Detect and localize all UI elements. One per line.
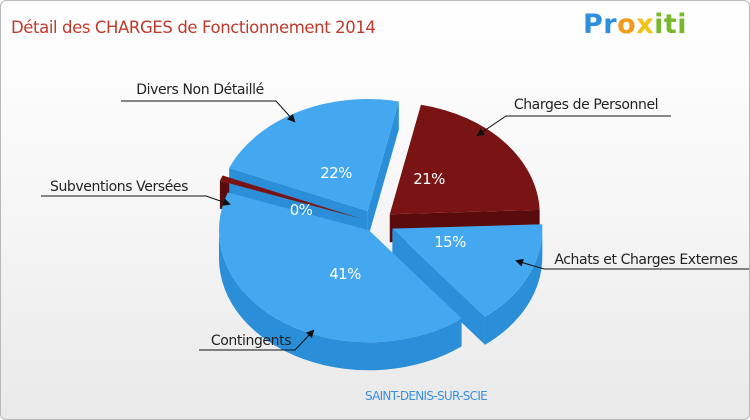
leader-line: [199, 329, 315, 351]
pie-percent-label: 15%: [434, 233, 466, 251]
leader-line: [41, 195, 231, 206]
pie-leader-lines: [41, 100, 749, 351]
leader-line: [121, 100, 296, 123]
pie-slice-achats-et-charges-externes: [392, 224, 543, 317]
slice-label: Achats et Charges Externes: [554, 252, 737, 268]
logo-part-x: x: [636, 9, 655, 40]
chart-subtitle: SAINT-DENIS-SUR-SCIE: [365, 389, 487, 403]
pie-percent-label: 41%: [329, 265, 361, 283]
logo-part-pr: Pr: [582, 9, 618, 40]
pie-slice-subventions-vers-es: [219, 175, 362, 219]
pie-tops: [218, 99, 543, 343]
pie-wall-4-1: [367, 101, 399, 240]
leader-line: [515, 258, 749, 270]
pie-slice-contingents: [218, 192, 462, 343]
chart-title: Détail des CHARGES de Fonctionnement 201…: [11, 18, 376, 37]
pie-slice-labels: Charges de Personnel Achats et Charges Ex…: [50, 82, 738, 349]
logo-part-o: o: [617, 9, 637, 40]
slice-label: Subventions Versées: [50, 179, 188, 195]
leader-line: [476, 115, 671, 137]
logo-part-iti: iti: [654, 9, 687, 40]
proxiti-logo: Proxiti: [583, 9, 687, 40]
pie-percent-label: 21%: [413, 170, 445, 188]
pie-side-2: [218, 230, 462, 371]
pie-slice-charges-de-personnel: [389, 104, 540, 215]
pie-wall-1-1: [392, 228, 485, 345]
pie-percent-labels: 21% 15% 41% 0% 22%: [290, 164, 467, 283]
slice-label: Charges de Personnel: [514, 97, 658, 113]
pie-slice-divers-non-d-taill-: [229, 99, 399, 212]
slice-label: Contingents: [211, 333, 291, 349]
pie-side-1: [484, 228, 543, 345]
pie-percent-label: 0%: [290, 201, 313, 219]
pie-percent-label: 22%: [320, 164, 352, 182]
slice-label: Divers Non Détaillé: [136, 82, 264, 98]
